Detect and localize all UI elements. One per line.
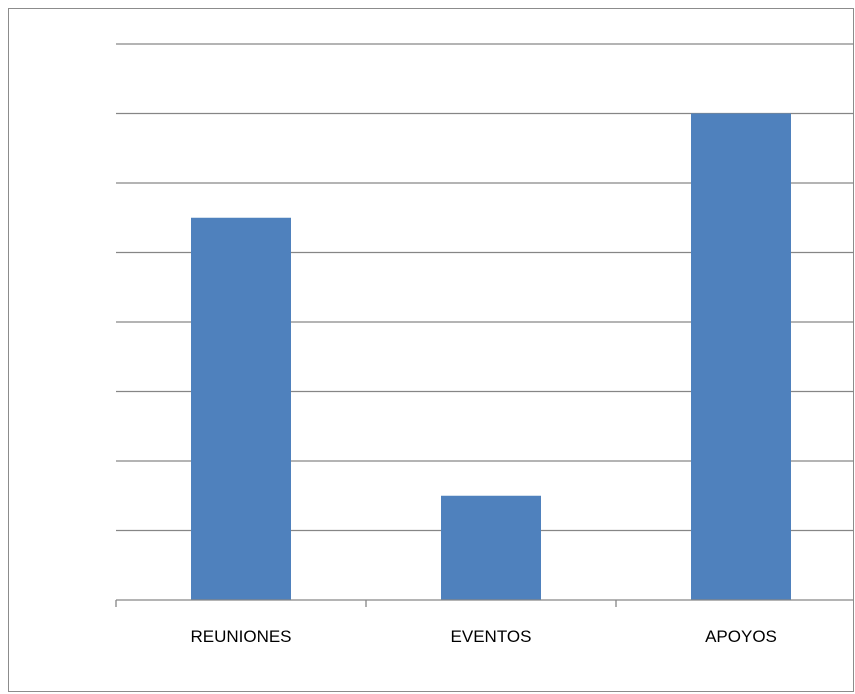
- bars: [191, 113, 791, 600]
- x-tick-label-apoyos: APOYOS: [705, 627, 777, 646]
- bar-reuniones: [191, 217, 291, 600]
- x-axis: [115, 599, 854, 607]
- x-tick-label-eventos: EVENTOS: [451, 627, 532, 646]
- x-axis-tick-labels: REUNIONES EVENTOS APOYOS: [190, 627, 776, 646]
- bar-eventos: [441, 495, 541, 600]
- bar-apoyos: [691, 113, 791, 600]
- x-tick-label-reuniones: REUNIONES: [190, 627, 291, 646]
